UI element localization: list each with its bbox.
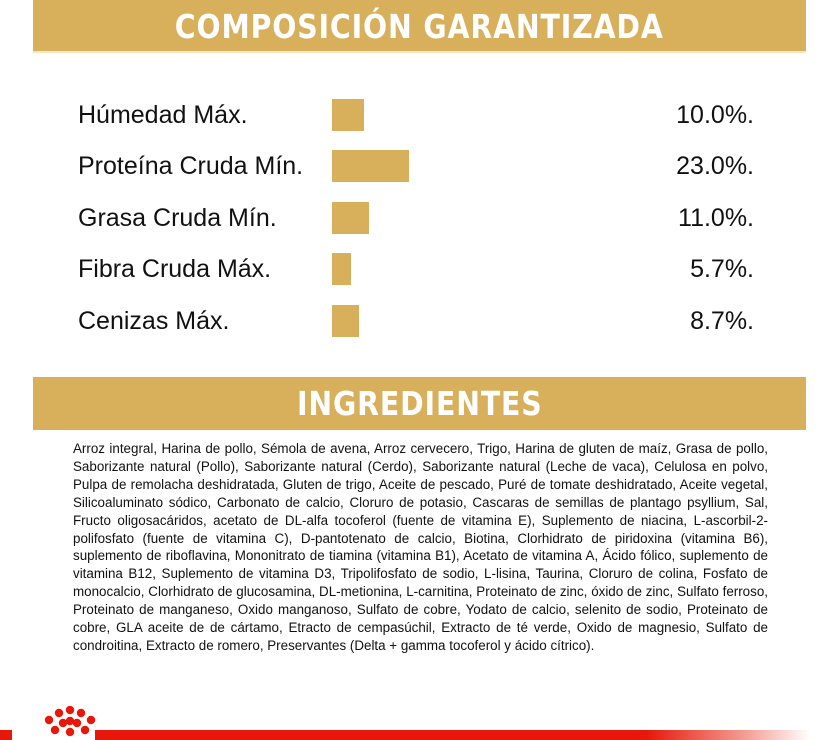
row-label: Cenizas Máx. bbox=[78, 307, 230, 335]
row-label: Fibra Cruda Máx. bbox=[78, 255, 272, 283]
row-bar bbox=[332, 305, 359, 337]
ingredients-header: INGREDIENTES bbox=[33, 377, 806, 430]
composition-row-fat: Grasa Cruda Mín. 11.0%. bbox=[0, 198, 840, 238]
row-value: 11.0%. bbox=[678, 204, 754, 232]
row-bar bbox=[332, 99, 364, 131]
composition-row-moisture: Húmedad Máx. 10.0%. bbox=[0, 95, 840, 135]
row-label: Proteína Cruda Mín. bbox=[78, 152, 304, 180]
composition-header: COMPOSICIÓN GARANTIZADA bbox=[33, 0, 806, 53]
composition-row-fiber: Fibra Cruda Máx. 5.7%. bbox=[0, 249, 840, 289]
row-value: 5.7%. bbox=[690, 255, 754, 283]
row-value: 23.0%. bbox=[676, 152, 754, 180]
row-value: 8.7%. bbox=[690, 307, 754, 335]
row-bar bbox=[332, 253, 351, 285]
composition-title: COMPOSICIÓN GARANTIZADA bbox=[175, 7, 664, 46]
ingredients-text: Arroz integral, Harina de pollo, Sémola … bbox=[73, 441, 768, 653]
footer-stripe-left bbox=[0, 730, 12, 740]
row-label: Grasa Cruda Mín. bbox=[78, 204, 277, 232]
composition-row-protein: Proteína Cruda Mín. 23.0%. bbox=[0, 146, 840, 186]
row-value: 10.0%. bbox=[676, 101, 754, 129]
row-label: Húmedad Máx. bbox=[78, 101, 248, 129]
composition-row-ash: Cenizas Máx. 8.7%. bbox=[0, 301, 840, 341]
row-bar bbox=[332, 150, 409, 182]
royal-canin-crown-dots-icon bbox=[44, 706, 96, 737]
ingredients-title: INGREDIENTES bbox=[296, 384, 543, 423]
footer-stripe bbox=[95, 730, 840, 740]
row-bar bbox=[332, 202, 369, 234]
